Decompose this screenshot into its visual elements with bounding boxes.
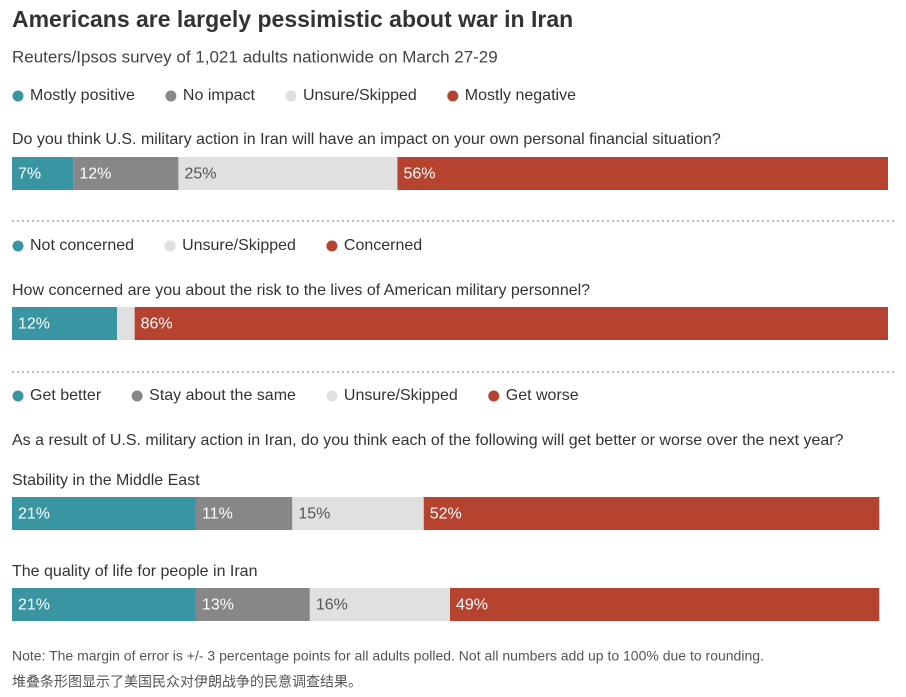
value-label: 13%: [202, 597, 234, 614]
value-label: 49%: [456, 597, 488, 614]
legend-marker: [488, 390, 500, 402]
legend-label: No impact: [183, 87, 256, 104]
value-label: 21%: [18, 597, 50, 614]
legend-label: Mostly negative: [465, 87, 576, 104]
legend-label: Unsure/Skipped: [182, 237, 296, 254]
value-label: 86%: [141, 316, 173, 333]
value-label: 52%: [430, 506, 462, 523]
legend-label: Mostly positive: [30, 87, 135, 104]
legend-marker: [326, 240, 338, 252]
value-label: 11%: [202, 506, 233, 523]
caption: 堆叠条形图显示了美国民众对伊朗战争的民意调查结果。: [12, 674, 362, 690]
legend-marker: [12, 240, 24, 252]
bar-segment: [292, 497, 424, 530]
bar-segment: [117, 307, 135, 340]
category-label: Stability in the Middle East: [12, 472, 200, 489]
question: Do you think U.S. military action in Ira…: [12, 131, 721, 148]
bar-segment: [12, 157, 74, 190]
legend-marker: [131, 390, 143, 402]
legend-marker: [12, 390, 24, 402]
bar-segment: [309, 588, 450, 621]
legend-label: Unsure/Skipped: [344, 387, 458, 404]
legend-marker: [12, 90, 24, 102]
chart-title: Americans are largely pessimistic about …: [12, 6, 573, 32]
bar-segment: [12, 307, 118, 340]
value-label: 7%: [18, 166, 41, 183]
bar-segment: [397, 157, 888, 190]
note: Note: The margin of error is +/- 3 perce…: [12, 648, 764, 664]
value-label: 15%: [298, 506, 330, 523]
bar-segment: [195, 588, 310, 621]
legend-label: Not concerned: [30, 237, 134, 254]
legend-marker: [326, 390, 338, 402]
bar-segment: [195, 497, 293, 530]
legend-marker: [285, 90, 297, 102]
question: As a result of U.S. military action in I…: [12, 432, 844, 449]
value-label: 12%: [18, 316, 50, 333]
legend-label: Get worse: [506, 387, 579, 404]
bar-segment: [178, 157, 398, 190]
subtitle: Reuters/Ipsos survey of 1,021 adults nat…: [12, 47, 498, 66]
value-label: 16%: [316, 597, 348, 614]
question: How concerned are you about the risk to …: [12, 282, 590, 299]
value-label: 56%: [403, 166, 435, 183]
bar-segment: [73, 157, 179, 190]
legend-marker: [447, 90, 459, 102]
legend-label: Get better: [30, 387, 102, 404]
bar-segment: [450, 588, 880, 621]
value-label: 21%: [18, 506, 50, 523]
legend-marker: [164, 240, 176, 252]
legend-label: Stay about the same: [149, 387, 296, 404]
legend-label: Unsure/Skipped: [303, 87, 417, 104]
legend-label: Concerned: [344, 237, 422, 254]
value-label: 25%: [184, 166, 216, 183]
category-label: The quality of life for people in Iran: [12, 563, 257, 580]
value-label: 12%: [79, 166, 111, 183]
bar-segment: [12, 588, 196, 621]
bar-segment: [12, 497, 196, 530]
bar-segment: [134, 307, 888, 340]
legend-marker: [165, 90, 177, 102]
bar-segment: [423, 497, 880, 530]
